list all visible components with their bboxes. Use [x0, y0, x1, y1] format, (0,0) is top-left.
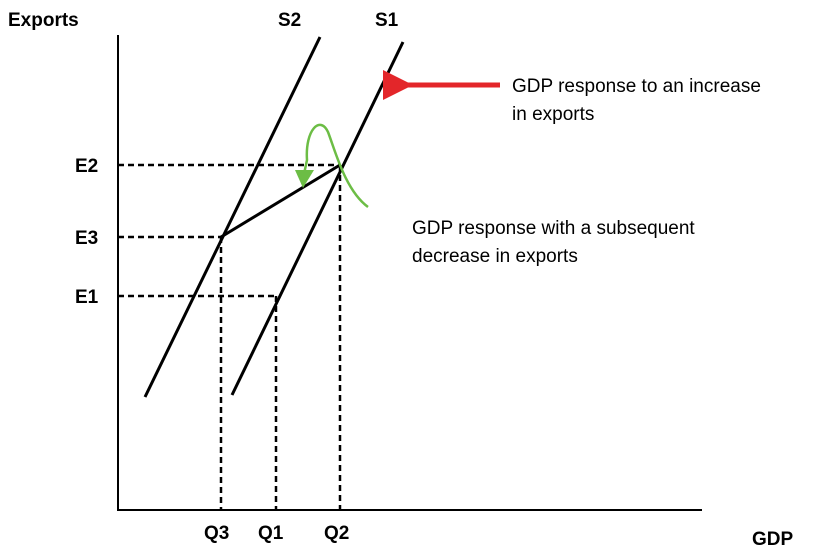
level-label: E3 — [75, 228, 98, 249]
annotation: GDP response with a subsequent — [412, 218, 695, 239]
curve-s2 — [143, 36, 322, 398]
annotation: GDP response to an increase — [512, 76, 761, 97]
annotation: in exports — [512, 104, 594, 125]
level-label: E1 — [75, 287, 99, 308]
curve-label: S1 — [375, 10, 399, 31]
y-axis-label: Exports — [8, 10, 79, 31]
level-label: Q3 — [204, 523, 229, 544]
x-axis-label: GDP — [752, 529, 794, 550]
green-arrow — [302, 123, 369, 209]
level-label: Q1 — [258, 523, 284, 544]
level-label: E2 — [75, 156, 98, 177]
green-arrowhead — [295, 170, 314, 188]
annotation: decrease in exports — [412, 246, 578, 267]
response-line — [220, 163, 341, 239]
curve-s1 — [230, 41, 405, 396]
curve-label: S2 — [278, 10, 301, 31]
level-label: Q2 — [324, 523, 349, 544]
